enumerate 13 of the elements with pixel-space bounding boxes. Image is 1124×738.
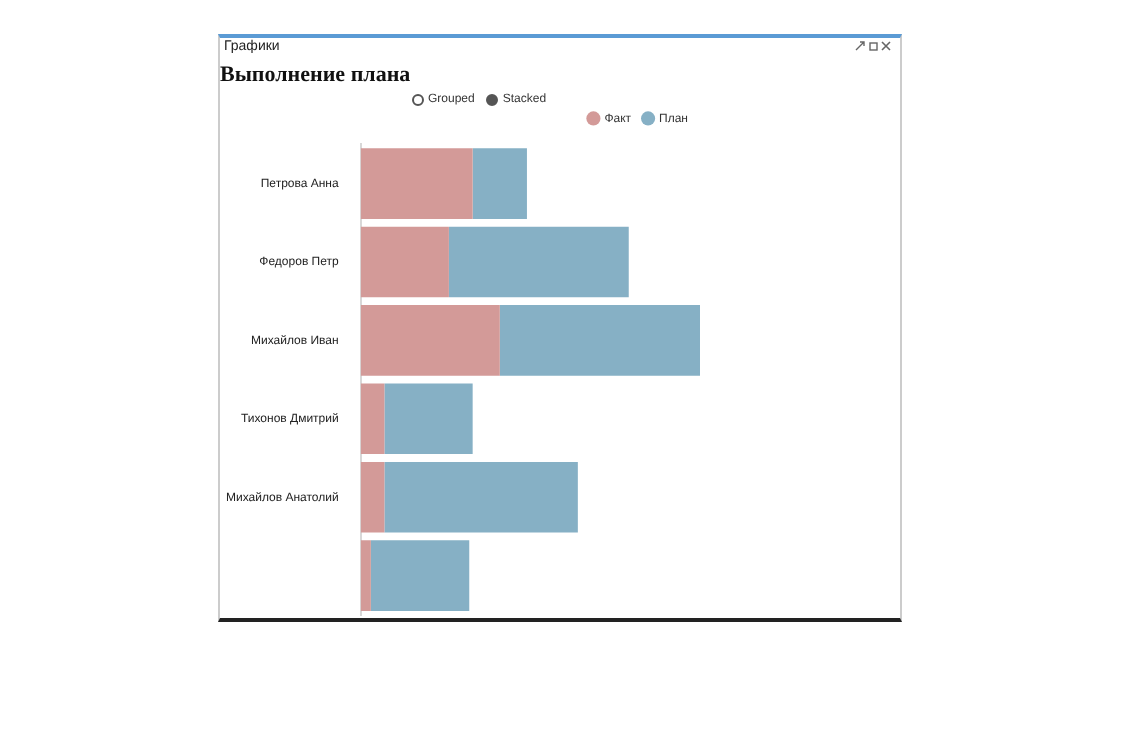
bar (360, 383, 385, 455)
bar (360, 226, 449, 298)
bar (360, 461, 385, 533)
bar (370, 540, 470, 611)
bar (384, 383, 473, 455)
bar (360, 540, 371, 611)
bar (499, 305, 700, 376)
bar (448, 226, 629, 298)
bar (360, 305, 500, 376)
bar (360, 148, 473, 219)
bar (384, 461, 578, 533)
chart-title: Выполнение плана (220, 62, 412, 87)
bar (472, 148, 527, 219)
